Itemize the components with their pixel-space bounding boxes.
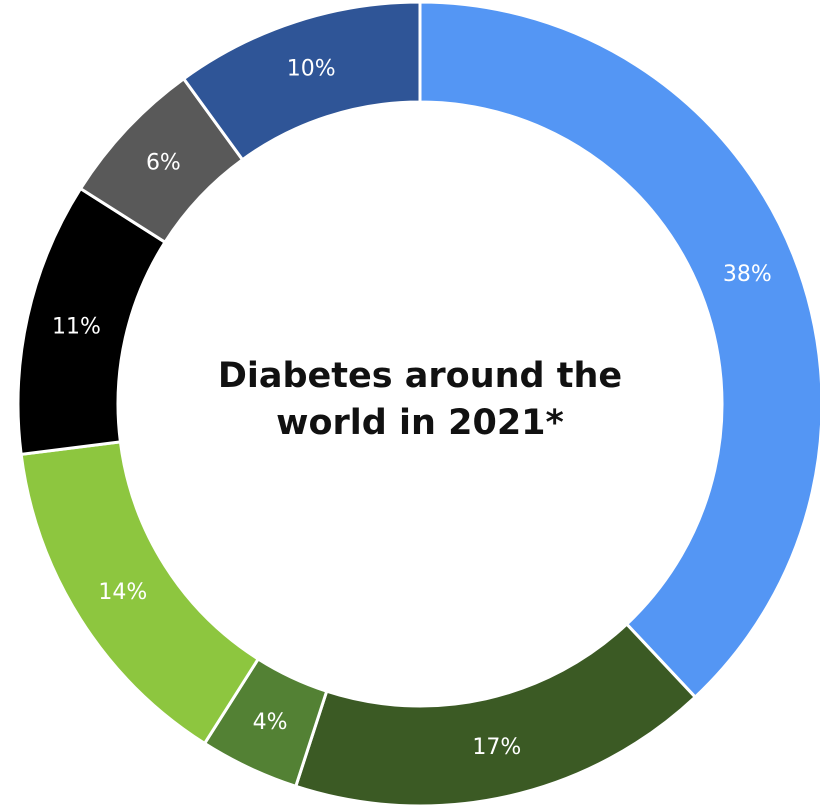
chart-title-line-1: Diabetes around the bbox=[218, 356, 622, 396]
donut-slice bbox=[293, 622, 698, 808]
chart-title-line-2: world in 2021* bbox=[276, 403, 564, 443]
slice-label: 17% bbox=[472, 735, 521, 760]
slice-label: 14% bbox=[98, 580, 147, 605]
labels-group: 38% 17% 4% 14% 11% 6% 10% bbox=[52, 57, 772, 760]
donut-slice bbox=[418, 0, 820, 700]
donut-slice bbox=[181, 0, 422, 162]
slice-label: 10% bbox=[287, 57, 336, 82]
slices-group bbox=[16, 0, 820, 808]
slice-label: 38% bbox=[723, 262, 772, 287]
slice-label: 11% bbox=[52, 315, 101, 340]
slice-label: 6% bbox=[146, 151, 181, 176]
slice-label: 4% bbox=[253, 710, 288, 735]
